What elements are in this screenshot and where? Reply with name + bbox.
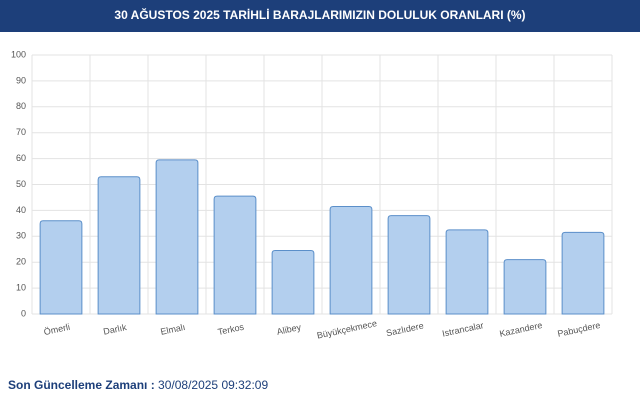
y-tick-label: 100	[11, 49, 26, 59]
y-tick-label: 70	[16, 127, 26, 137]
y-tick-label: 80	[16, 101, 26, 111]
bar	[503, 259, 547, 315]
y-tick-label: 60	[16, 153, 26, 163]
bar	[329, 206, 373, 315]
bar	[213, 195, 257, 315]
y-tick-label: 90	[16, 75, 26, 85]
x-tick-label: Sazlıdere	[385, 321, 424, 339]
y-tick-label: 10	[16, 282, 26, 292]
x-tick-label: Terkos	[217, 322, 245, 337]
x-tick-label: Ömerli	[43, 322, 71, 337]
x-tick-label: Elmalı	[160, 322, 187, 337]
x-tick-label: Darlık	[102, 322, 128, 337]
y-tick-label: 20	[16, 257, 26, 267]
footer-value: 30/08/2025 09:32:09	[158, 378, 269, 392]
y-tick-label: 0	[21, 308, 26, 318]
x-tick-label: Alibey	[276, 322, 303, 337]
bar	[387, 215, 431, 315]
y-tick-label: 30	[16, 231, 26, 241]
x-tick-label: Büyükçekmece	[316, 318, 378, 340]
bar	[445, 229, 489, 315]
bar	[271, 250, 315, 315]
y-tick-label: 50	[16, 179, 26, 189]
footer: Son Güncelleme Zamanı : 30/08/2025 09:32…	[8, 378, 268, 392]
y-tick-label: 40	[16, 205, 26, 215]
bar	[561, 231, 605, 315]
bar	[155, 159, 199, 315]
chart-title: 30 AĞUSTOS 2025 TARİHLİ BARAJLARIMIZIN D…	[0, 0, 640, 32]
x-tick-label: Istrancalar	[441, 320, 484, 339]
chart: 0 10 20 30 40 50 60 70 80 90 100 Ömerli Darlık Elmalı…	[11, 49, 613, 341]
bar	[39, 220, 83, 315]
x-tick-label: Pabuçdere	[557, 320, 602, 339]
bar	[97, 176, 141, 315]
footer-label: Son Güncelleme Zamanı :	[8, 378, 155, 392]
x-tick-label: Kazandere	[499, 320, 544, 339]
